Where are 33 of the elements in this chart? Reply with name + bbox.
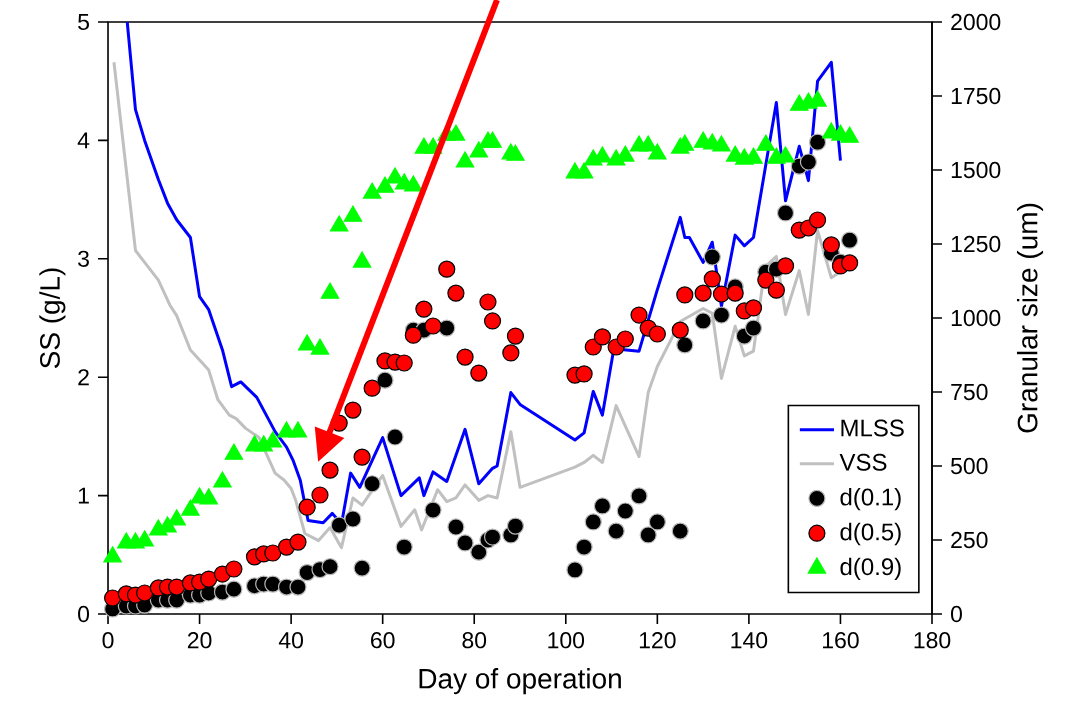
y2-tick-label: 1000 [951, 309, 1001, 327]
x-tick-label: 100 [548, 632, 585, 649]
x-tick-label: 20 [187, 632, 212, 649]
y-tick-label: 3 [78, 250, 89, 267]
legend-label: d(0.1) [840, 487, 901, 511]
legend-label: VSS [839, 453, 887, 471]
x-tick-label: 120 [639, 632, 676, 649]
y2-tick-label: 2000 [951, 13, 1001, 31]
x-tick-label: 160 [823, 632, 859, 649]
x-tick-label: 60 [371, 632, 395, 649]
x-tick-label: 140 [731, 632, 768, 649]
y2-axis-title: Granular size (um) [1016, 203, 1044, 433]
y2-tick-label: 0 [950, 605, 962, 623]
y2-tick-label: 750 [951, 383, 988, 401]
y-tick-label: 0 [78, 605, 90, 623]
y2-tick-label: 1250 [951, 235, 1001, 253]
y-tick-label: 4 [77, 132, 90, 149]
legend-label: MLSS [841, 419, 904, 437]
y2-tick-label: 1500 [951, 161, 1001, 179]
y2-tick-label: 500 [950, 457, 988, 475]
y-axis-title: SS (g/L) [39, 268, 66, 369]
y2-tick-label: 250 [951, 531, 988, 549]
legend-label: d(0.9) [840, 557, 901, 580]
x-tick-label: 180 [914, 632, 951, 649]
x-tick-label: 80 [462, 632, 487, 649]
x-tick-label: 40 [278, 632, 304, 649]
y-tick-label: 2 [78, 369, 89, 386]
y2-tick-label: 1750 [951, 87, 1001, 105]
x-axis-title: Day of operation [419, 668, 621, 695]
y-tick-label: 1 [78, 487, 89, 504]
y-tick-label: 5 [78, 14, 89, 31]
legend-label: d(0.5) [840, 522, 901, 546]
x-tick-label: 0 [102, 632, 114, 649]
